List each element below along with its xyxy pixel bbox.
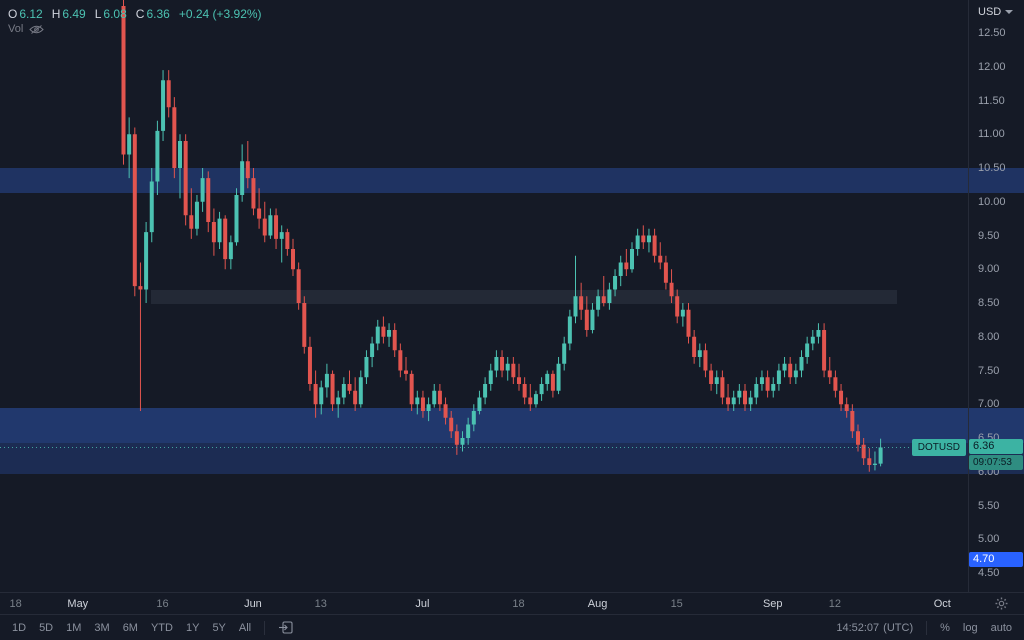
range-5d-button[interactable]: 5D <box>39 621 54 634</box>
low-value: 6.08 <box>103 7 127 21</box>
alert-price-label[interactable]: 4.70 <box>969 551 1023 567</box>
price-axis-label: 9.50 <box>978 229 1000 242</box>
high-label: H <box>51 7 61 21</box>
price-zone <box>0 168 1024 193</box>
current-price-label: 6.36 <box>969 439 1023 455</box>
visibility-off-icon[interactable] <box>29 24 45 35</box>
open-value: 6.12 <box>19 7 43 21</box>
price-zone <box>151 289 898 305</box>
time-axis[interactable]: 18 May 16 Jun 13 Jul 18 Aug 15 Sep 12 Oct <box>0 592 1024 614</box>
range-5y-button[interactable]: 5Y <box>212 621 226 634</box>
price-axis-label: 11.00 <box>978 128 1005 141</box>
time-axis-label: 13 <box>314 598 327 610</box>
range-3m-button[interactable]: 3M <box>94 621 110 634</box>
high-value: 6.49 <box>62 7 86 21</box>
ohlc-open: O 6.12 <box>8 7 43 21</box>
range-6m-button[interactable]: 6M <box>122 621 138 634</box>
price-zone <box>0 443 1024 474</box>
clock-timezone: (UTC) <box>883 621 914 634</box>
bar-countdown-label: 09:07:53 <box>969 455 1023 471</box>
price-axis-label: 8.50 <box>978 297 1000 309</box>
time-axis-label: Aug <box>587 598 608 610</box>
time-axis-label: 18 <box>512 598 525 610</box>
percent-scale-button[interactable]: % <box>940 621 950 634</box>
price-axis-label: 12.00 <box>978 60 1006 73</box>
range-1m-button[interactable]: 1M <box>66 621 82 634</box>
bottom-toolbar: 1D 5D 1M 3M 6M YTD 1Y 5Y All 14:52:07 (U… <box>0 614 1024 640</box>
time-axis-label: 16 <box>156 598 169 610</box>
low-label: L <box>94 7 102 21</box>
ohlc-high: H 6.49 <box>52 7 86 21</box>
toolbar-divider <box>926 620 928 635</box>
price-axis-label: 7.00 <box>978 398 1000 411</box>
range-1y-button[interactable]: 1Y <box>185 621 200 634</box>
chevron-down-icon <box>1005 10 1014 14</box>
candlestick-chart[interactable] <box>0 0 968 592</box>
price-axis-label: 10.00 <box>978 195 1006 208</box>
clock-time: 14:52:07 <box>836 621 880 634</box>
ohlc-legend: O 6.12 H 6.49 L 6.08 C 6.36 +0.24 (+3.92%) <box>8 7 262 21</box>
currency-label: USD <box>978 6 1002 18</box>
time-axis-label: May <box>67 598 89 610</box>
go-to-date-icon[interactable] <box>278 621 293 634</box>
close-value: 6.36 <box>146 7 170 21</box>
ohlc-low: L 6.08 <box>95 7 127 21</box>
time-axis-label: Jul <box>415 598 430 610</box>
clock[interactable]: 14:52:07 (UTC) <box>836 622 913 634</box>
open-label: O <box>8 7 18 21</box>
ohlc-close: C 6.36 <box>136 7 170 21</box>
time-axis-label: 18 <box>9 598 22 610</box>
price-axis-label: 9.00 <box>978 263 1000 276</box>
price-axis-label: 11.50 <box>978 94 1005 107</box>
time-axis-label: Oct <box>933 598 951 610</box>
range-1d-button[interactable]: 1D <box>12 621 27 634</box>
volume-row: Vol <box>8 23 45 35</box>
price-axis-label: 7.50 <box>978 364 1000 377</box>
currency-selector[interactable]: USD <box>978 6 1014 18</box>
close-label: C <box>135 7 145 21</box>
price-axis-label: 4.50 <box>978 567 1000 579</box>
time-axis-label: 15 <box>670 598 683 610</box>
time-axis-label: 12 <box>828 598 842 610</box>
time-axis-label: Jun <box>244 598 262 610</box>
range-all-button[interactable]: All <box>238 621 252 634</box>
symbol-price-label: DOTUSD <box>911 439 966 457</box>
toolbar-divider <box>264 620 266 635</box>
time-axis-label: Sep <box>762 598 783 610</box>
range-ytd-button[interactable]: YTD <box>150 621 173 634</box>
price-axis-label: 5.00 <box>978 533 1000 546</box>
volume-label: Vol <box>8 23 24 35</box>
price-axis-label: 10.50 <box>978 162 1006 174</box>
price-axis-label: 5.50 <box>978 499 1000 512</box>
auto-scale-button[interactable]: auto <box>990 621 1012 634</box>
log-scale-button[interactable]: log <box>962 621 978 634</box>
price-axis-label: 8.00 <box>978 330 1000 343</box>
change-value: +0.24 (+3.92%) <box>178 7 262 21</box>
gear-icon[interactable] <box>995 597 1008 615</box>
price-axis[interactable]: 4.50 5.00 5.50 6.00 6.50 7.00 7.50 8.00 8.50 9.00… <box>968 0 1024 592</box>
price-axis-label: 12.50 <box>978 27 1006 39</box>
